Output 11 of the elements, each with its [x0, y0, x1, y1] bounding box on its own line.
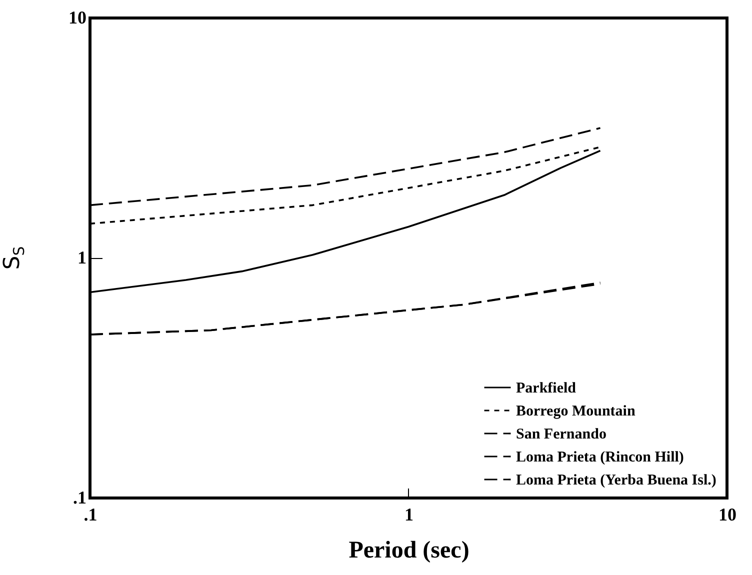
x-axis-title: Period (sec) [348, 538, 470, 564]
legend-label: San Fernando [516, 426, 606, 442]
x-tick-label: 10 [718, 504, 736, 524]
legend-label: Loma Prieta (Yerba Buena Isl.) [516, 472, 716, 488]
y-tick-label: .1 [73, 488, 86, 508]
x-tick-label: 1 [404, 504, 414, 524]
y-tick-label: 1 [78, 248, 86, 268]
legend-label: Borrego Mountain [516, 404, 636, 420]
legend-label: Loma Prieta (Rincon Hill) [516, 450, 684, 466]
y-tick-label: 10 [68, 8, 86, 28]
legend-label: Parkfield [516, 380, 577, 396]
